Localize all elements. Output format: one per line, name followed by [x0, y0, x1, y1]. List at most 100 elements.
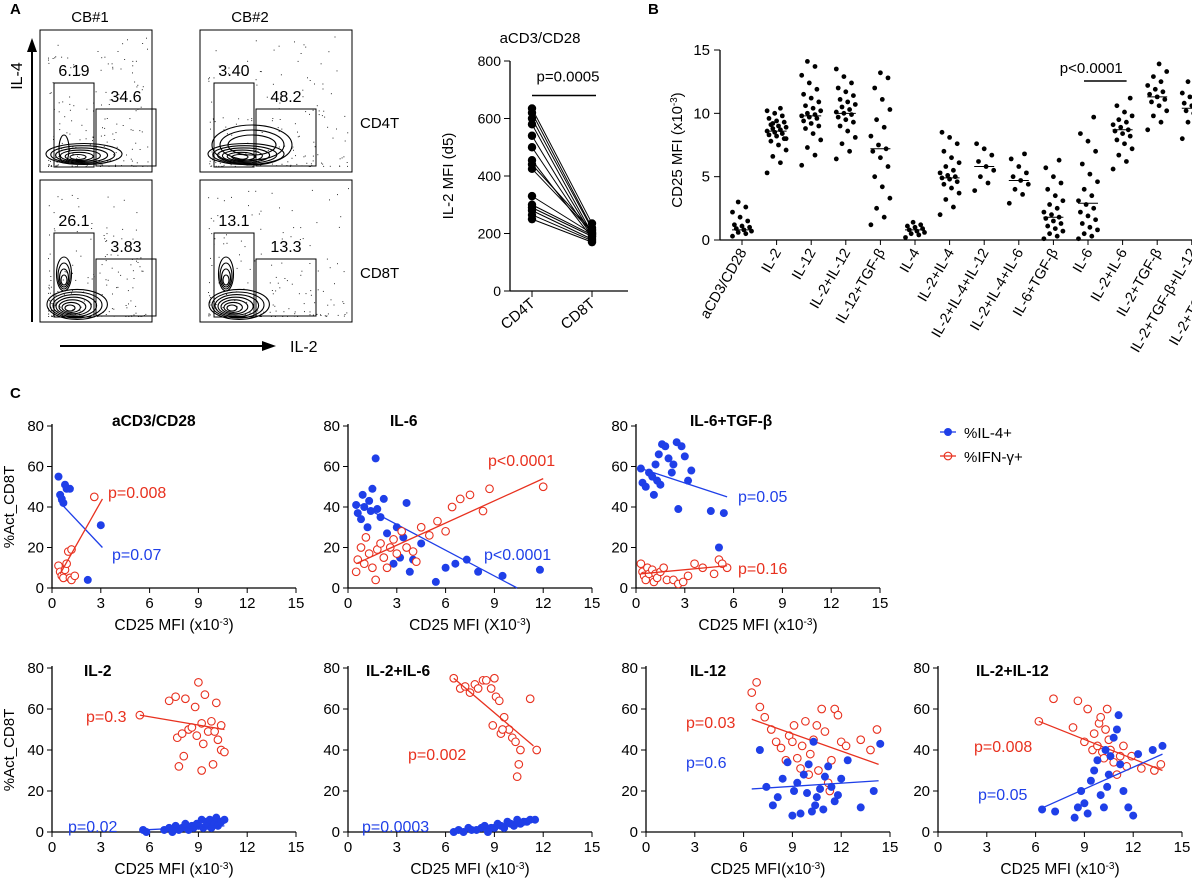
- data-point: [1183, 108, 1189, 114]
- data-point: [816, 123, 822, 129]
- data-point: [1045, 186, 1051, 192]
- data-point: [839, 104, 845, 110]
- data-point: [659, 563, 669, 573]
- data-point: [951, 167, 956, 173]
- series-ifng: p=0.16: [636, 555, 787, 589]
- data-point: [1099, 803, 1108, 812]
- flow-event-dot: [317, 289, 319, 291]
- flow-event-dot: [290, 164, 292, 166]
- data-point: [181, 694, 190, 704]
- flow-event-dot: [110, 254, 112, 256]
- flow-event-dot: [108, 311, 110, 313]
- data-point: [1162, 97, 1168, 102]
- flow-event-dot: [56, 161, 58, 163]
- flow-event-dot: [281, 128, 283, 130]
- data-point: [947, 135, 952, 140]
- flow-event-dot: [103, 145, 105, 147]
- flow-event-dot: [115, 152, 117, 154]
- flow-event-dot: [48, 166, 49, 167]
- data-point: [192, 731, 202, 741]
- flow-event-dot: [219, 162, 221, 164]
- data-point: [1091, 114, 1097, 120]
- data-point: [830, 797, 839, 806]
- x-axis-label: CD25 MFI (x10-3): [698, 617, 817, 635]
- flow-event-dot: [132, 129, 134, 131]
- flow-contours: [46, 256, 108, 320]
- data-point: [1145, 83, 1151, 88]
- chart-c6: 0 20 40 60 80 0 3 6 9 12 15 CD25 MFI(x10-3) IL-12 p=0…: [621, 660, 898, 878]
- flow-event-dot: [208, 313, 210, 315]
- flow-event-dot: [334, 283, 335, 285]
- flow-event-dot: [54, 57, 56, 59]
- x-tick-label: 0: [344, 595, 352, 612]
- flow-event-dot: [131, 164, 133, 166]
- flow-event-dot: [327, 304, 329, 306]
- flow-event-dot: [55, 303, 56, 305]
- x-tick-label: 12: [239, 595, 256, 612]
- y-tick-label: 40: [27, 499, 44, 516]
- flow-event-dot: [260, 228, 262, 230]
- flow-event-dot: [111, 267, 113, 269]
- data-point: [1124, 159, 1129, 164]
- data-point: [878, 155, 883, 161]
- flow-event-dot: [321, 162, 322, 164]
- flow-contour-ring: [226, 304, 238, 312]
- flow-event-dot: [71, 165, 73, 167]
- p-value-label: p=0.002: [408, 747, 466, 764]
- data-point: [1134, 750, 1143, 759]
- flow-event-dot: [326, 315, 328, 317]
- flow-event-dot: [337, 263, 338, 265]
- series-il4: p=0.05: [978, 711, 1167, 822]
- flow-event-dot: [255, 40, 257, 42]
- y-tick-label: 0: [36, 580, 44, 597]
- flow-contours: [207, 124, 293, 166]
- x-axis-label: CD25 MFI (x10-3): [410, 861, 529, 879]
- flow-event-dot: [112, 68, 114, 70]
- data-point: [1091, 205, 1097, 211]
- x-tick-label: 6: [1031, 839, 1039, 856]
- flow-event-dot: [130, 158, 132, 160]
- data-point: [1119, 787, 1128, 795]
- flow-event-dot: [61, 56, 63, 58]
- data-point: [978, 174, 983, 180]
- flow-event-dot: [71, 194, 73, 196]
- data-point: [771, 737, 781, 747]
- flow-event-dot: [344, 115, 346, 117]
- y-tick-label: 40: [621, 742, 638, 759]
- flow-event-dot: [73, 64, 75, 66]
- flow-contours: [208, 256, 270, 320]
- data-point: [352, 500, 361, 509]
- data-point: [1049, 212, 1054, 218]
- flow-event-dot: [59, 123, 61, 125]
- flow-event-dot: [56, 164, 58, 166]
- flow-event-dot: [129, 118, 131, 120]
- data-point: [872, 85, 878, 91]
- flow-event-dot: [49, 292, 51, 294]
- flow-plot-frame: [39, 179, 153, 323]
- flow-event-dot: [49, 93, 51, 94]
- data-point: [773, 793, 782, 802]
- data-point: [1160, 89, 1166, 95]
- pair-line: [531, 118, 593, 230]
- data-point: [358, 490, 367, 499]
- flow-event-dot: [343, 315, 345, 317]
- y-tick-label: 600: [478, 111, 502, 127]
- flow-event-dot: [309, 80, 311, 81]
- flow-event-dot: [330, 93, 332, 95]
- data-point: [363, 523, 372, 532]
- flow-event-dot: [314, 302, 316, 304]
- chart-title: IL-2: [84, 663, 112, 680]
- flow-event-dot: [339, 165, 340, 167]
- data-point: [402, 543, 411, 552]
- data-point: [843, 756, 852, 765]
- data-point: [989, 152, 995, 158]
- data-point: [678, 577, 688, 587]
- flow-event-dot: [130, 129, 132, 131]
- flow-event-dot: [147, 161, 149, 163]
- data-point: [649, 490, 658, 499]
- data-point: [739, 223, 745, 229]
- p-value-label: p=0.008: [974, 739, 1032, 756]
- data-point: [943, 164, 949, 169]
- data-point: [922, 230, 927, 235]
- data-point: [389, 559, 398, 568]
